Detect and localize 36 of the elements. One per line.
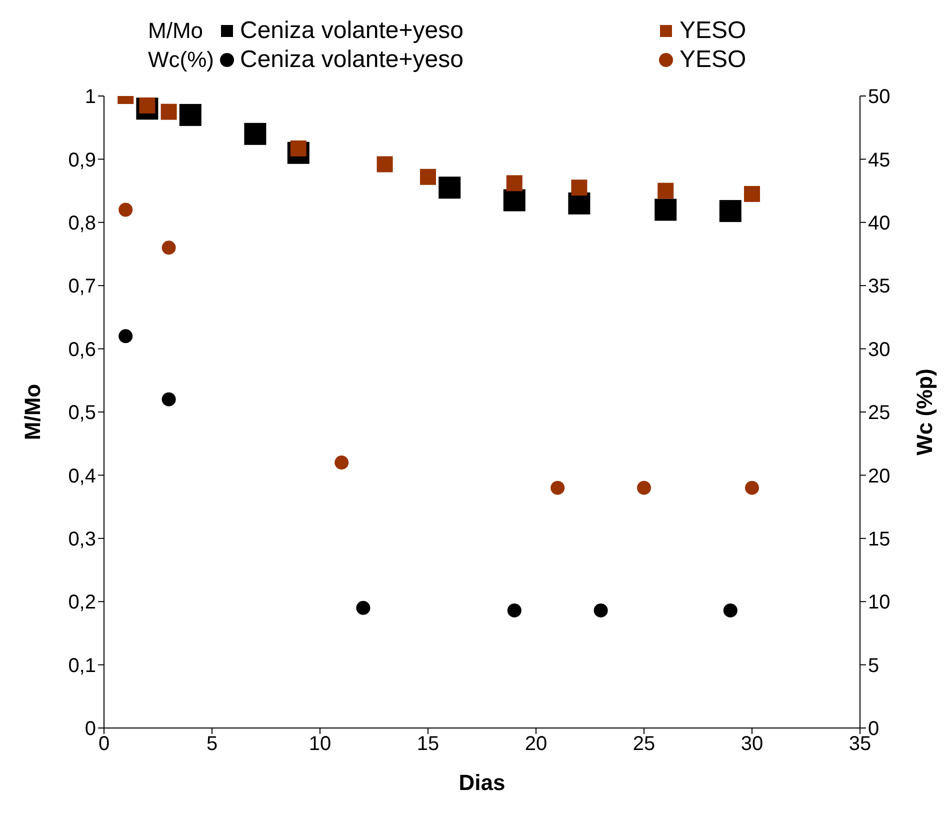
y2-tick-label: 5: [868, 654, 880, 677]
legend-label: YESO: [679, 45, 746, 74]
legend-label: Ceniza volante+yeso: [240, 16, 464, 45]
x-axis-title: Dias: [458, 770, 506, 795]
y-tick-label: 0,5: [68, 402, 96, 424]
y-axis-title: M/Mo: [20, 384, 45, 440]
y-tick-label: 0,3: [68, 528, 96, 550]
y-tick-label: 0,1: [68, 654, 96, 677]
y-tick-label: 0,4: [68, 465, 96, 488]
y2-axis-title: Wc (%p): [912, 368, 937, 456]
y-tick-label: 0,7: [68, 276, 96, 298]
y-tick-label: 1: [84, 86, 96, 108]
legend-label: YESO: [679, 16, 746, 45]
y2-tick-label: 20: [868, 465, 890, 488]
y-tick-label: 0,8: [68, 212, 96, 234]
y2-tick-label: 45: [868, 149, 890, 172]
x-tick-label: 15: [416, 733, 440, 756]
x-tick-label: 25: [632, 733, 656, 756]
y2-tick-label: 35: [868, 276, 890, 298]
legend-label: Ceniza volante+yeso: [240, 45, 464, 74]
y2-tick-label: 50: [868, 86, 890, 108]
x-tick-label: 5: [206, 733, 218, 756]
y2-tick-label: 25: [868, 402, 890, 424]
y2-tick-label: 40: [868, 212, 890, 234]
y-tick-label: 0,9: [68, 149, 96, 172]
y-tick-label: 0,6: [68, 338, 96, 361]
y2-tick-label: 15: [868, 528, 890, 550]
text: M/Mo: [148, 17, 204, 45]
x-tick-label: 10: [308, 733, 332, 756]
y-tick-label: 0,2: [68, 592, 96, 614]
text: Wc(%): [148, 46, 214, 74]
x-tick-label: 30: [740, 733, 764, 756]
x-tick-label: 20: [524, 733, 548, 756]
y-tick-label: 0: [84, 718, 96, 740]
y2-tick-label: 30: [868, 338, 890, 361]
y2-tick-label: 10: [868, 592, 890, 614]
